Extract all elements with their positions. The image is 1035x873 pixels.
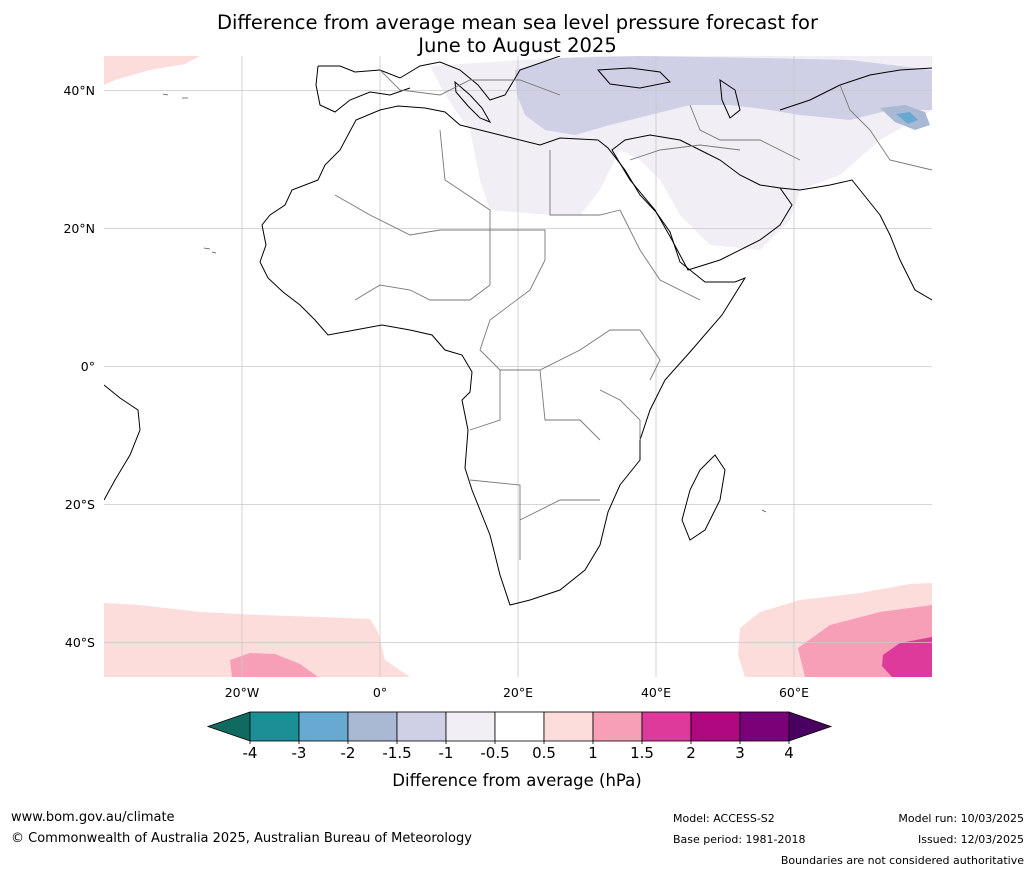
lon-tick-label: 0° xyxy=(373,685,387,700)
colorbar-tick-label: 1 xyxy=(588,744,598,762)
website-link[interactable]: www.bom.gov.au/climate xyxy=(11,810,175,825)
boundary-line xyxy=(839,84,932,171)
coastlines xyxy=(104,56,932,606)
boundary-line xyxy=(334,194,546,260)
colorbar-swatch xyxy=(592,711,643,742)
colorbar-tick-label: 4 xyxy=(784,744,794,762)
boundary-line xyxy=(354,129,491,301)
colorbar-over-arrow xyxy=(788,711,833,742)
islands xyxy=(162,93,767,513)
colorbar-swatch xyxy=(641,711,692,742)
lat-tick-label: 20°N xyxy=(63,221,95,236)
issued-date: Issued: 12/03/2025 xyxy=(917,833,1024,846)
anomaly-region-southeast-positive-peak xyxy=(882,637,932,677)
caspian-sea-coastline xyxy=(719,78,741,119)
lon-tick-label: 40°E xyxy=(641,685,671,700)
map-title-line-2: June to August 2025 xyxy=(418,34,617,57)
colorbar-swatch xyxy=(445,711,496,742)
model-name: Model: ACCESS-S2 xyxy=(673,812,775,825)
lat-tick-label: 40°N xyxy=(63,83,95,98)
colorbar-swatch xyxy=(690,711,741,742)
colorbar-swatch xyxy=(249,711,300,742)
map-title-line-1: Difference from average mean sea level p… xyxy=(217,11,818,34)
colorbar-tick-label: -1.5 xyxy=(382,744,411,762)
colorbar-title: Difference from average (hPa) xyxy=(392,771,641,790)
colorbar-swatch xyxy=(543,711,594,742)
copyright-notice: © Commonwealth of Australia 2025, Austra… xyxy=(11,831,472,846)
iran-india-coastline xyxy=(779,67,932,301)
anomaly-region-north-negative xyxy=(515,56,932,135)
colorbar-tick-label: -2 xyxy=(341,744,356,762)
colorbar-tick-label: 1.5 xyxy=(630,744,654,762)
lon-tick-label: 20°W xyxy=(225,685,260,700)
lon-tick-label: 20°E xyxy=(503,685,533,700)
colorbar-swatch xyxy=(739,711,790,742)
madagascar-coastline xyxy=(681,454,726,541)
boundary-line xyxy=(549,150,621,216)
boundary-line xyxy=(599,389,641,440)
longitude-labels: 20°W 0° 20°E 40°E 60°E xyxy=(225,685,809,700)
colorbar-swatch xyxy=(494,711,545,742)
africa-coastline xyxy=(259,105,747,606)
colorbar-swatch xyxy=(396,711,447,742)
boundary-disclaimer: Boundaries are not considered authoritat… xyxy=(780,854,1024,867)
lat-tick-label: 20°S xyxy=(65,497,95,512)
colorbar-tick-label: -0.5 xyxy=(480,744,509,762)
italy-coastline xyxy=(454,80,492,123)
boundary-line xyxy=(479,259,640,371)
colorbar-tick-label: 2 xyxy=(686,744,696,762)
colorbar-tick-label: -4 xyxy=(243,744,258,762)
country-boundaries xyxy=(334,69,932,560)
colorbar-tick-label: 3 xyxy=(735,744,745,762)
lon-tick-label: 60°E xyxy=(779,685,809,700)
map-area xyxy=(104,56,932,677)
colorbar-tick-label: -3 xyxy=(292,744,307,762)
anomaly-region-northwest-positive xyxy=(104,56,200,85)
colorbar-tick-label: 0.5 xyxy=(532,744,556,762)
colorbar-under-arrow xyxy=(206,711,251,742)
colorbar-swatch xyxy=(298,711,349,742)
black-sea-coastline xyxy=(596,67,672,89)
colorbar-swatch xyxy=(347,711,398,742)
colorbar: -4 -3 -2 -1.5 -1 -0.5 0.5 1 1.5 2 3 4 xyxy=(206,711,833,762)
anomaly-region-north-negative-peak xyxy=(896,112,918,124)
model-run-date: Model run: 10/03/2025 xyxy=(898,812,1024,825)
boundary-line xyxy=(469,479,600,560)
latitude-labels: 40°N 20°N 0° 20°S 40°S xyxy=(63,83,95,650)
boundary-line xyxy=(619,209,701,381)
lat-tick-label: 40°S xyxy=(65,635,95,650)
base-period: Base period: 1981-2018 xyxy=(673,833,806,846)
cape-verde-islands xyxy=(162,93,188,99)
anomaly-region-southwest-positive-strong xyxy=(230,653,318,677)
canary-islands xyxy=(203,247,217,254)
europe-coastline xyxy=(315,56,561,113)
lat-tick-label: 0° xyxy=(81,359,95,374)
colorbar-tick-label: -1 xyxy=(439,744,454,762)
arabia-coastline xyxy=(611,134,793,271)
south-america-coastline xyxy=(104,384,141,501)
seychelles-islands xyxy=(761,509,767,513)
boundary-line xyxy=(629,104,801,161)
boundary-line xyxy=(469,369,601,441)
anomaly-region-southwest-positive xyxy=(104,603,410,677)
anomaly-fields xyxy=(104,56,932,677)
gridlines xyxy=(104,56,932,677)
boundary-line xyxy=(379,69,561,96)
